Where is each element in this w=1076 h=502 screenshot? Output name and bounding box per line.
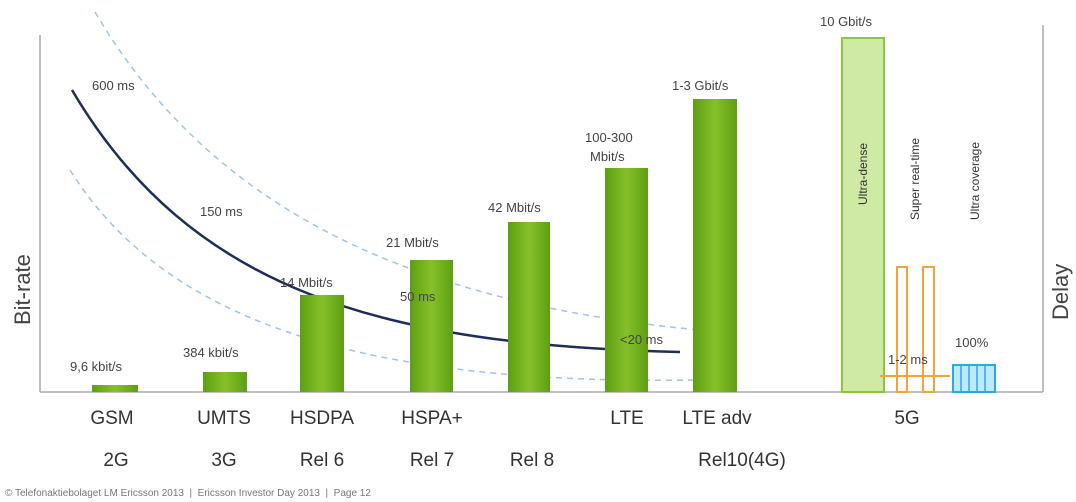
delay-label: 50 ms — [400, 289, 436, 304]
axis-label: Bit-rate — [10, 254, 35, 325]
gen-label: Rel 8 — [510, 450, 554, 471]
tech-label: LTE — [610, 408, 643, 429]
axis-label: Delay — [1048, 264, 1073, 320]
rate-label: 1-3 Gbit/s — [672, 78, 729, 93]
rate-label: 21 Mbit/s — [386, 235, 439, 250]
tech-label: LTE adv — [682, 408, 752, 429]
delay-label: 1-2 ms — [888, 352, 928, 367]
feature-label: Ultra coverage — [968, 142, 982, 220]
rate-label: 384 kbit/s — [183, 345, 239, 360]
feature-label: Ultra-dense — [856, 143, 870, 205]
rate-label: 9,6 kbit/s — [70, 359, 123, 374]
feature-label: Super real-time — [908, 138, 922, 220]
rate-label: 14 Mbit/s — [280, 275, 333, 290]
delay-curves — [69, 11, 701, 382]
delay-label: 600 ms — [92, 78, 135, 93]
gen-label: 3G — [211, 450, 236, 471]
delay-label: <20 ms — [620, 332, 663, 347]
rate-label: 100-300 — [585, 130, 633, 145]
tech-label: 5G — [894, 408, 919, 429]
tech-label: HSPA+ — [401, 408, 462, 429]
gen-label: 2G — [103, 450, 128, 471]
rate-label: 10 Gbit/s — [820, 14, 873, 29]
gen-label: Rel10(4G) — [698, 450, 786, 471]
footer: © Telefonaktiebolaget LM Ericsson 2013 |… — [5, 488, 371, 499]
tech-label: HSDPA — [290, 408, 354, 429]
gen-label: Rel 6 — [300, 450, 344, 471]
tech-label: UMTS — [197, 408, 251, 429]
bars — [92, 37, 885, 393]
rate-label: Mbit/s — [590, 149, 625, 164]
rate-label: 42 Mbit/s — [488, 200, 541, 215]
delay-label: 150 ms — [200, 204, 243, 219]
gen-label: Rel 7 — [410, 450, 454, 471]
tech-label: GSM — [90, 408, 133, 429]
delay-label: 100% — [955, 335, 989, 350]
fiveg-marks — [880, 266, 996, 393]
